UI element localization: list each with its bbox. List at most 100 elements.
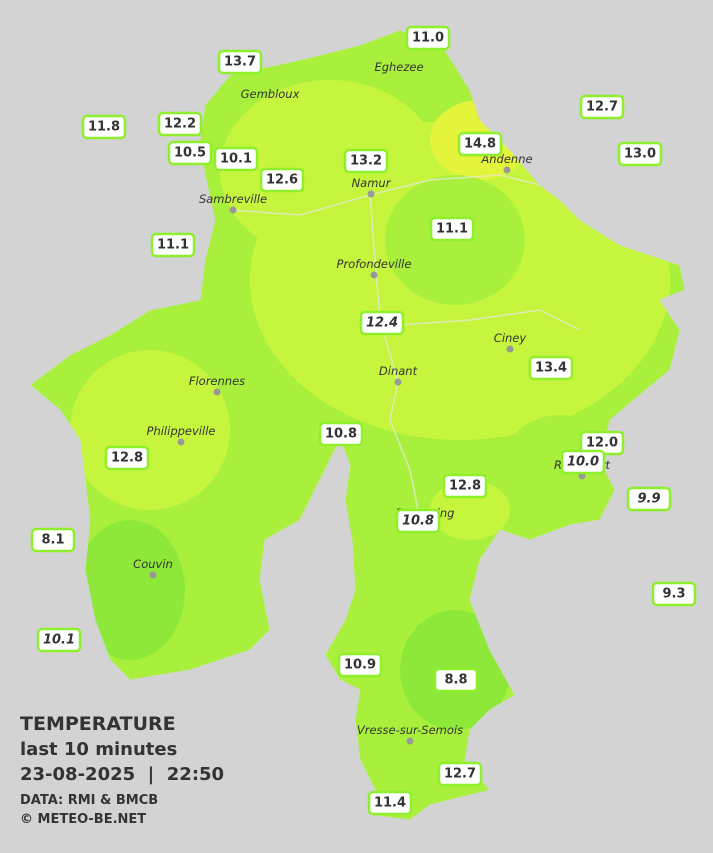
town-label: Gembloux [241, 87, 300, 101]
station-box [150, 232, 196, 258]
station: 9.9 [626, 486, 672, 512]
town-dot [394, 378, 402, 386]
station-box [457, 131, 503, 157]
town-label: Philippeville [147, 424, 216, 438]
town-dot [506, 345, 514, 353]
station-box [30, 527, 76, 553]
station-value: 11.4 [374, 796, 406, 811]
station-value: 9.9 [637, 492, 660, 507]
station: 12.8 [104, 445, 150, 471]
town-dot [177, 438, 185, 446]
legend-source: DATA: RMI & BMCB [20, 793, 158, 808]
station: 10.0 [560, 449, 606, 475]
station-value: 10.1 [43, 633, 75, 648]
station-value: 13.0 [624, 147, 656, 162]
station: 10.9 [337, 652, 383, 678]
station-value: 8.1 [41, 533, 64, 548]
station: 12.6 [259, 167, 305, 193]
station-value: 10.5 [174, 146, 206, 161]
station-value: 10.9 [344, 658, 376, 673]
town-dot [503, 166, 511, 174]
station-value: 12.4 [366, 316, 398, 331]
station: 10.5 [167, 140, 213, 166]
station-box [405, 25, 451, 51]
station-box [437, 761, 483, 787]
station-box [217, 49, 263, 75]
station: 9.3 [651, 581, 697, 607]
station: 11.1 [429, 216, 475, 242]
station-box [359, 310, 405, 336]
station: 12.2 [157, 111, 203, 137]
station-box [343, 148, 389, 174]
station-value: 13.7 [224, 55, 256, 70]
station-box [433, 667, 479, 693]
town-label: Namur [352, 176, 392, 190]
station-value: 11.0 [412, 31, 444, 46]
station-box [617, 141, 663, 167]
station-value: 14.8 [464, 137, 496, 152]
station-value: 11.1 [436, 222, 468, 237]
station-value: 9.3 [662, 587, 685, 602]
station-box [167, 140, 213, 166]
station-value: 12.2 [164, 117, 196, 132]
station-box [651, 581, 697, 607]
town-label: Dinant [379, 364, 418, 378]
town-dot [149, 571, 157, 579]
town-label: Florennes [189, 374, 245, 388]
station: 12.4 [359, 310, 405, 336]
station: 8.8 [433, 667, 479, 693]
station: 11.1 [150, 232, 196, 258]
station: 12.8 [442, 473, 488, 499]
station-value: 12.6 [266, 173, 298, 188]
station-value: 11.1 [157, 238, 189, 253]
station: 14.8 [457, 131, 503, 157]
station-box [367, 790, 413, 816]
station-box [579, 94, 625, 120]
legend-copyright: © METEO-BE.NET [20, 812, 146, 827]
station-box [81, 114, 127, 140]
station-value: 10.0 [567, 455, 599, 470]
station-value: 12.7 [586, 100, 618, 115]
town-label: Sambreville [199, 192, 267, 206]
station: 10.1 [36, 627, 82, 653]
station-value: 10.8 [325, 427, 357, 442]
station: 13.7 [217, 49, 263, 75]
station-value: 12.7 [444, 767, 476, 782]
station-box [318, 421, 364, 447]
town-dot [367, 190, 375, 198]
station-box [36, 627, 82, 653]
station-box [528, 355, 574, 381]
station: 13.0 [617, 141, 663, 167]
station-value: 11.8 [88, 120, 120, 135]
station-box [560, 449, 606, 475]
station: 10.8 [395, 508, 441, 534]
town-dot [406, 737, 414, 745]
station-value: 8.8 [444, 673, 467, 688]
station: 12.0 [579, 430, 625, 456]
station-value: 12.8 [449, 479, 481, 494]
station: 12.7 [437, 761, 483, 787]
town-label: Couvin [133, 557, 173, 571]
legend-title: TEMPERATURE [20, 713, 176, 735]
station: 10.8 [318, 421, 364, 447]
station: 12.7 [579, 94, 625, 120]
town-label: Vresse-sur-Semois [357, 723, 463, 737]
station: 13.4 [528, 355, 574, 381]
station-box [395, 508, 441, 534]
station-box [442, 473, 488, 499]
station-box [337, 652, 383, 678]
station-value: 12.0 [586, 436, 618, 451]
station: 10.1 [213, 146, 259, 172]
station-box [626, 486, 672, 512]
station-value: 13.2 [350, 154, 382, 169]
station-value: 12.8 [111, 451, 143, 466]
station: 8.1 [30, 527, 76, 553]
station: 11.0 [405, 25, 451, 51]
town-label: Eghezee [374, 60, 423, 74]
town-dot [370, 271, 378, 279]
station: 11.4 [367, 790, 413, 816]
station-box [213, 146, 259, 172]
station-value: 10.8 [402, 514, 434, 529]
town-label: Profondeville [337, 257, 412, 271]
